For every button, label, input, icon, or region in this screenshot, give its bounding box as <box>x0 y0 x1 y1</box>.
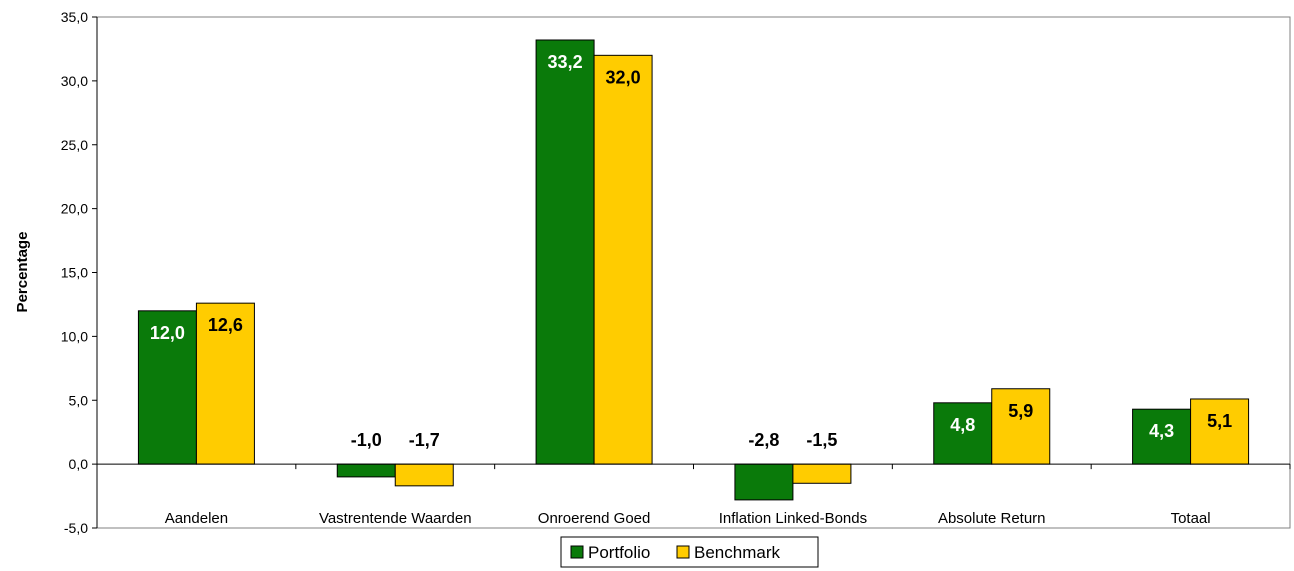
y-tick-label: 15,0 <box>61 265 88 281</box>
data-label: 4,3 <box>1149 421 1174 441</box>
data-label: -1,7 <box>409 430 440 450</box>
y-axis-title: Percentage <box>14 232 31 313</box>
legend-label-benchmark: Benchmark <box>694 543 780 562</box>
data-label: 4,8 <box>950 415 975 435</box>
bars-group <box>137 39 1250 501</box>
category-label: Inflation Linked-Bonds <box>719 510 867 527</box>
bar-portfolio <box>336 463 396 478</box>
category-label: Absolute Return <box>938 510 1046 527</box>
legend: Portfolio Benchmark <box>560 536 819 568</box>
data-label: 33,2 <box>548 52 583 72</box>
data-labels-group: 12,0 12,6 -1,0 -1,7 33,2 32,0 -2,8 -1,5 4,8 5,9 4,… <box>150 52 1232 450</box>
data-label: 32,0 <box>606 67 641 87</box>
bar-portfolio <box>535 39 595 465</box>
y-tick-label: 5,0 <box>69 392 89 408</box>
y-tick-label: 10,0 <box>61 328 88 344</box>
data-label: -1,0 <box>351 430 382 450</box>
bar-portfolio <box>734 463 794 501</box>
data-label: -2,8 <box>748 430 779 450</box>
data-label: 12,6 <box>208 315 243 335</box>
plot-border <box>96 16 1291 529</box>
y-tick-label: 25,0 <box>61 137 88 153</box>
data-label: -1,5 <box>806 430 837 450</box>
bar-benchmark <box>991 388 1051 465</box>
y-axis: -5,0 0,0 5,0 10,0 15,0 20,0 25,0 30,0 35,0 <box>61 9 98 536</box>
y-tick-label: 30,0 <box>61 73 88 89</box>
plot-area <box>96 16 1291 529</box>
y-tick-label: 0,0 <box>69 456 89 472</box>
bar-benchmark <box>1190 398 1250 465</box>
data-label: 5,9 <box>1008 401 1033 421</box>
y-tick-label: 20,0 <box>61 201 88 217</box>
bar-benchmark <box>394 463 454 487</box>
y-tick-label: -5,0 <box>64 520 88 536</box>
legend-swatch-portfolio <box>570 545 584 559</box>
bar-benchmark <box>792 463 852 484</box>
data-label: 12,0 <box>150 323 185 343</box>
category-label: Aandelen <box>165 510 228 527</box>
x-axis: Aandelen Vastrentende Waarden Onroerend Go… <box>96 463 1291 527</box>
bar-portfolio <box>1132 408 1192 465</box>
legend-label-portfolio: Portfolio <box>588 543 650 562</box>
legend-swatch-benchmark <box>676 545 690 559</box>
bar-benchmark <box>195 302 255 465</box>
y-tick-label: 35,0 <box>61 9 88 25</box>
bar-benchmark <box>593 54 653 465</box>
category-label: Onroerend Goed <box>538 510 651 527</box>
data-label: 5,1 <box>1207 411 1232 431</box>
category-label: Vastrentende Waarden <box>319 510 472 527</box>
category-label: Totaal <box>1171 510 1211 527</box>
